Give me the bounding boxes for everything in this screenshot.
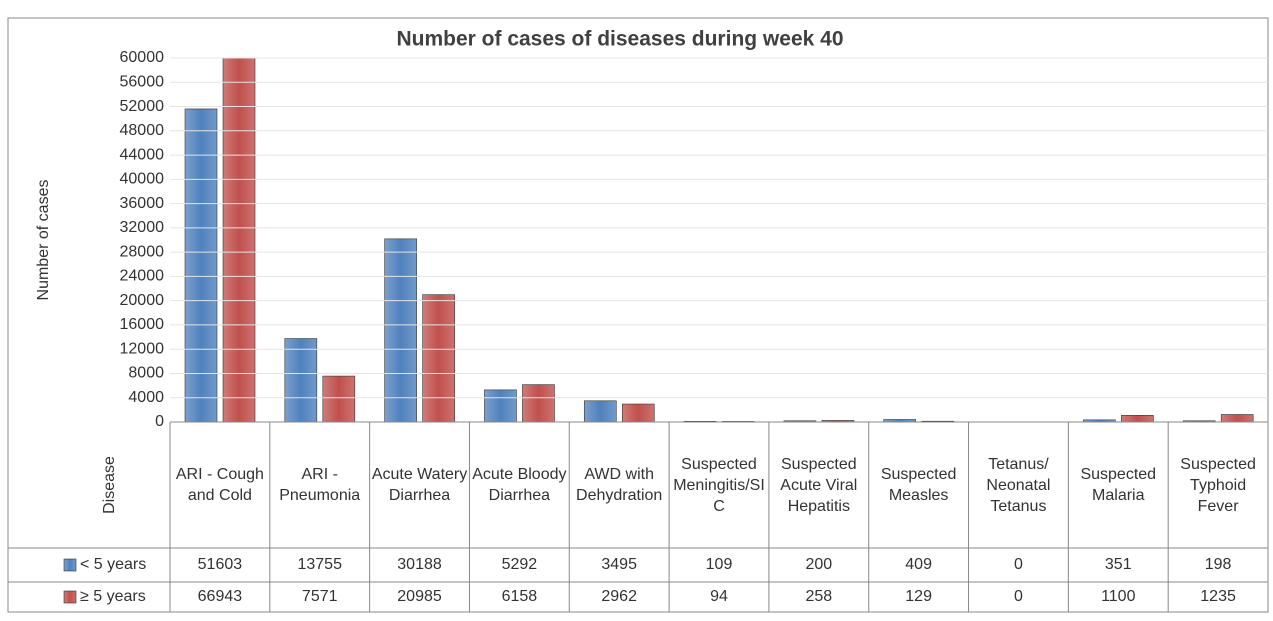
table-value: 20985: [397, 588, 442, 605]
table-value: 2962: [601, 588, 637, 605]
category-cell: Suspected Measles: [880, 466, 957, 504]
category-cell: Suspected Acute Viral Hepatitis: [780, 455, 858, 515]
y-tick-label: 44000: [120, 146, 165, 163]
bar: [184, 108, 218, 422]
x-tick-label: Acute Watery Diarrhea: [371, 466, 468, 504]
bar: [384, 238, 417, 422]
x-axis-label: Disease: [101, 456, 118, 514]
y-tick-label: 4000: [128, 389, 164, 406]
bar: [1083, 419, 1116, 422]
table-value: 6158: [502, 588, 538, 605]
category-cell: Acute Bloody Diarrhea: [472, 466, 567, 504]
y-tick-label: 28000: [120, 243, 165, 260]
category-cell: Suspected Meningitis/SIC: [673, 455, 765, 515]
bar: [1220, 414, 1254, 422]
bar: [522, 384, 555, 422]
table-value: 0: [1014, 556, 1023, 573]
table-value: 198: [1205, 556, 1232, 573]
bar: [883, 419, 917, 422]
table-value: 5292: [502, 556, 538, 573]
y-tick-label: 48000: [120, 122, 165, 139]
table-value: 409: [905, 556, 932, 573]
category-cell: ARI - Cough and Cold: [175, 466, 264, 504]
table-value: 94: [710, 588, 728, 605]
bar: [484, 389, 517, 422]
y-axis-label: Number of cases: [35, 180, 52, 301]
x-tick-label: AWD with Dehydration: [576, 466, 663, 504]
y-tick-label: 40000: [120, 171, 165, 188]
x-tick-label: Suspected Meningitis/SIC: [673, 455, 765, 515]
legend-key: [63, 590, 77, 604]
table-value: 51603: [198, 556, 243, 573]
category-cell: Suspected Typhoid Fever: [1180, 455, 1256, 515]
bar: [583, 400, 617, 422]
table-value: 258: [805, 588, 832, 605]
category-cell: Tetanus/ Neonatal Tetanus: [986, 455, 1051, 515]
category-cell: Suspected Malaria: [1080, 466, 1157, 504]
legend-label: ≥ 5 years: [80, 588, 146, 605]
bar: [1121, 415, 1154, 422]
y-tick-label: 0: [155, 413, 164, 430]
x-tick-label: Acute Bloody Diarrhea: [472, 466, 567, 504]
table-value: 13755: [297, 556, 342, 573]
y-tick-label: 36000: [120, 195, 165, 212]
category-cell: AWD with Dehydration: [576, 466, 663, 504]
chart-border: [7, 17, 1269, 613]
legend-label: < 5 years: [80, 556, 146, 573]
category-cell: ARI - Pneumonia: [279, 466, 361, 504]
x-tick-label: Suspected Malaria: [1080, 466, 1157, 504]
x-tick-label: ARI - Pneumonia: [279, 466, 361, 504]
table-value: 351: [1105, 556, 1132, 573]
table-value: 129: [905, 588, 932, 605]
bar: [322, 375, 356, 422]
category-cell: Acute Watery Diarrhea: [371, 466, 468, 504]
y-tick-label: 8000: [128, 365, 164, 382]
table-value: 0: [1014, 588, 1023, 605]
bar: [621, 403, 655, 422]
y-tick-label: 24000: [120, 268, 165, 285]
table-value: 30188: [397, 556, 442, 573]
bar: [284, 338, 318, 422]
x-tick-label: Suspected Measles: [880, 466, 957, 504]
y-tick-label: 60000: [120, 49, 165, 66]
x-tick-label: ARI - Cough and Cold: [175, 466, 264, 504]
table-value: 66943: [198, 588, 243, 605]
y-tick-label: 56000: [120, 73, 165, 90]
table-value: 1100: [1101, 588, 1136, 605]
y-tick-label: 52000: [120, 98, 165, 115]
y-tick-label: 20000: [120, 292, 165, 309]
x-tick-label: Suspected Acute Viral Hepatitis: [780, 455, 858, 515]
bars: [184, 58, 1254, 422]
chart-title: Number of cases of diseases during week …: [396, 28, 843, 51]
bar: [422, 294, 455, 422]
table-value: 7571: [302, 588, 338, 605]
table-value: 109: [706, 556, 733, 573]
x-tick-label: Tetanus/ Neonatal Tetanus: [986, 455, 1051, 515]
y-tick-label: 12000: [120, 340, 165, 357]
table-value: 1235: [1200, 588, 1236, 605]
x-tick-label: Suspected Typhoid Fever: [1180, 455, 1256, 515]
table-value: 3495: [601, 556, 637, 573]
bar: [821, 420, 855, 422]
y-tick-label: 16000: [120, 316, 165, 333]
table-value: 200: [805, 556, 832, 573]
legend-key: [63, 558, 77, 572]
y-tick-label: 32000: [120, 219, 165, 236]
bar: [222, 58, 256, 422]
